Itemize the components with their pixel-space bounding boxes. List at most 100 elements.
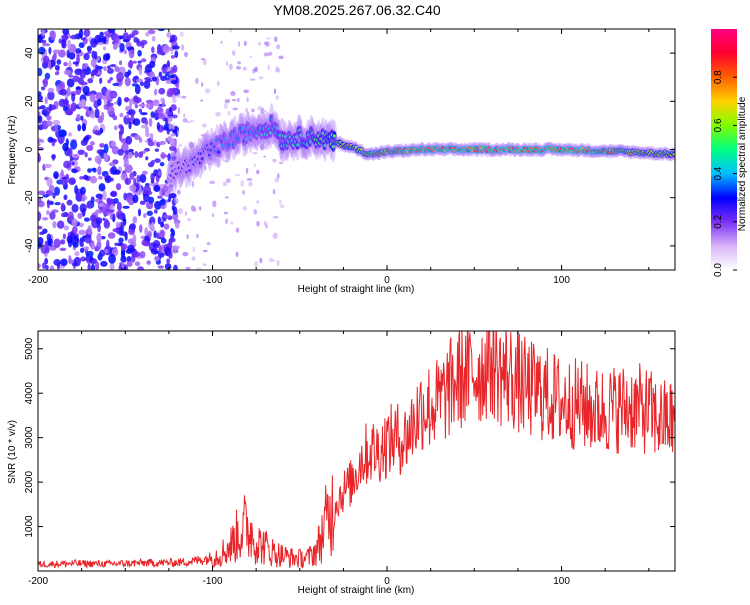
noise-blob [136, 174, 141, 183]
noise-blob [167, 115, 173, 122]
noise-blob [68, 255, 72, 265]
noise-blob [68, 74, 74, 78]
noise-blob [144, 147, 150, 152]
noise-blob [111, 146, 119, 155]
noise-blob [109, 64, 117, 68]
noise-blob [167, 74, 176, 79]
noise-blob [154, 158, 161, 163]
noise-blob [196, 233, 199, 239]
noise-blob [66, 78, 75, 88]
noise-blob [53, 259, 62, 266]
noise-blob [52, 138, 57, 143]
spectrogram-xlabel: Height of straight line (km) [298, 284, 415, 295]
noise-blob [80, 186, 86, 195]
noise-blob [139, 173, 147, 183]
noise-blob [83, 246, 90, 251]
noise-blob [71, 168, 78, 174]
noise-blob [150, 111, 155, 118]
noise-blob [169, 185, 173, 193]
noise-blob [200, 134, 206, 137]
noise-blob [104, 218, 109, 226]
noise-blob [248, 181, 253, 187]
noise-blob [147, 29, 156, 35]
y-tick-label: 0 [24, 146, 35, 152]
noise-blob [119, 42, 125, 52]
noise-blob [199, 206, 202, 211]
noise-blob [90, 38, 98, 48]
noise-blob [54, 201, 61, 206]
noise-blob [168, 106, 173, 113]
noise-blob [140, 58, 147, 63]
noise-blob [83, 136, 90, 141]
noise-blob [153, 230, 157, 239]
noise-blob [146, 260, 151, 265]
noise-blob [224, 196, 229, 199]
noise-blob [68, 132, 72, 137]
noise-blob [234, 173, 241, 177]
noise-blob [97, 42, 104, 46]
noise-blob [89, 93, 96, 103]
snr-xlabel: Height of straight line (km) [298, 585, 415, 596]
noise-blob [83, 217, 90, 222]
noise-blob [112, 228, 120, 233]
noise-blob [74, 48, 82, 54]
noise-blob [225, 60, 229, 67]
ridge-core [331, 145, 335, 149]
noise-blob [156, 48, 164, 55]
noise-blob [236, 97, 240, 103]
noise-blob [171, 123, 175, 131]
noise-blob [141, 239, 148, 246]
noise-blob [169, 88, 178, 94]
noise-blob [38, 46, 46, 55]
y-tick-label: 2000 [24, 471, 35, 494]
noise-blob [160, 204, 166, 210]
noise-blob [87, 78, 94, 84]
noise-blob [160, 154, 169, 158]
noise-blob [102, 217, 106, 221]
noise-blob [90, 263, 96, 270]
noise-blob [150, 172, 155, 182]
noise-blob [130, 112, 135, 118]
noise-blob [86, 250, 94, 257]
noise-blob [118, 237, 124, 244]
ridge-core [323, 143, 327, 148]
noise-blob [168, 251, 173, 259]
noise-blob [135, 97, 142, 104]
noise-blob [228, 63, 233, 71]
noise-blob [153, 88, 158, 96]
noise-blob [80, 81, 88, 86]
colorbar-ticks: 0.0 0.2 0.4 0.6 0.8 [713, 70, 737, 277]
noise-blob [134, 104, 138, 109]
noise-blob [45, 120, 53, 127]
noise-blob [274, 138, 278, 145]
noise-blob [270, 259, 276, 262]
noise-blob [235, 65, 242, 70]
noise-blob [116, 72, 124, 82]
noise-blob [110, 92, 117, 98]
noise-blob [100, 260, 108, 267]
noise-blob [190, 119, 195, 123]
noise-blob [94, 129, 101, 136]
noise-blob [249, 55, 253, 59]
noise-blob [115, 221, 121, 228]
noise-blob [171, 245, 178, 254]
noise-blob [204, 88, 211, 94]
noise-blob [126, 46, 135, 51]
noise-blob [158, 87, 166, 95]
noise-blob [78, 42, 85, 49]
noise-blob [157, 113, 165, 120]
noise-blob [64, 109, 73, 116]
noise-blob [272, 189, 276, 195]
noise-blob [44, 106, 51, 115]
noise-blob [230, 221, 234, 225]
noise-blob [124, 71, 130, 78]
noise-blob [106, 209, 115, 213]
y-tick-label: 3000 [24, 426, 35, 449]
noise-blob [89, 113, 97, 119]
noise-blob [175, 94, 181, 99]
noise-blob [102, 46, 106, 51]
noise-blob [101, 235, 106, 240]
noise-blob [89, 175, 98, 184]
noise-blob [52, 119, 61, 126]
noise-blob [133, 177, 137, 185]
